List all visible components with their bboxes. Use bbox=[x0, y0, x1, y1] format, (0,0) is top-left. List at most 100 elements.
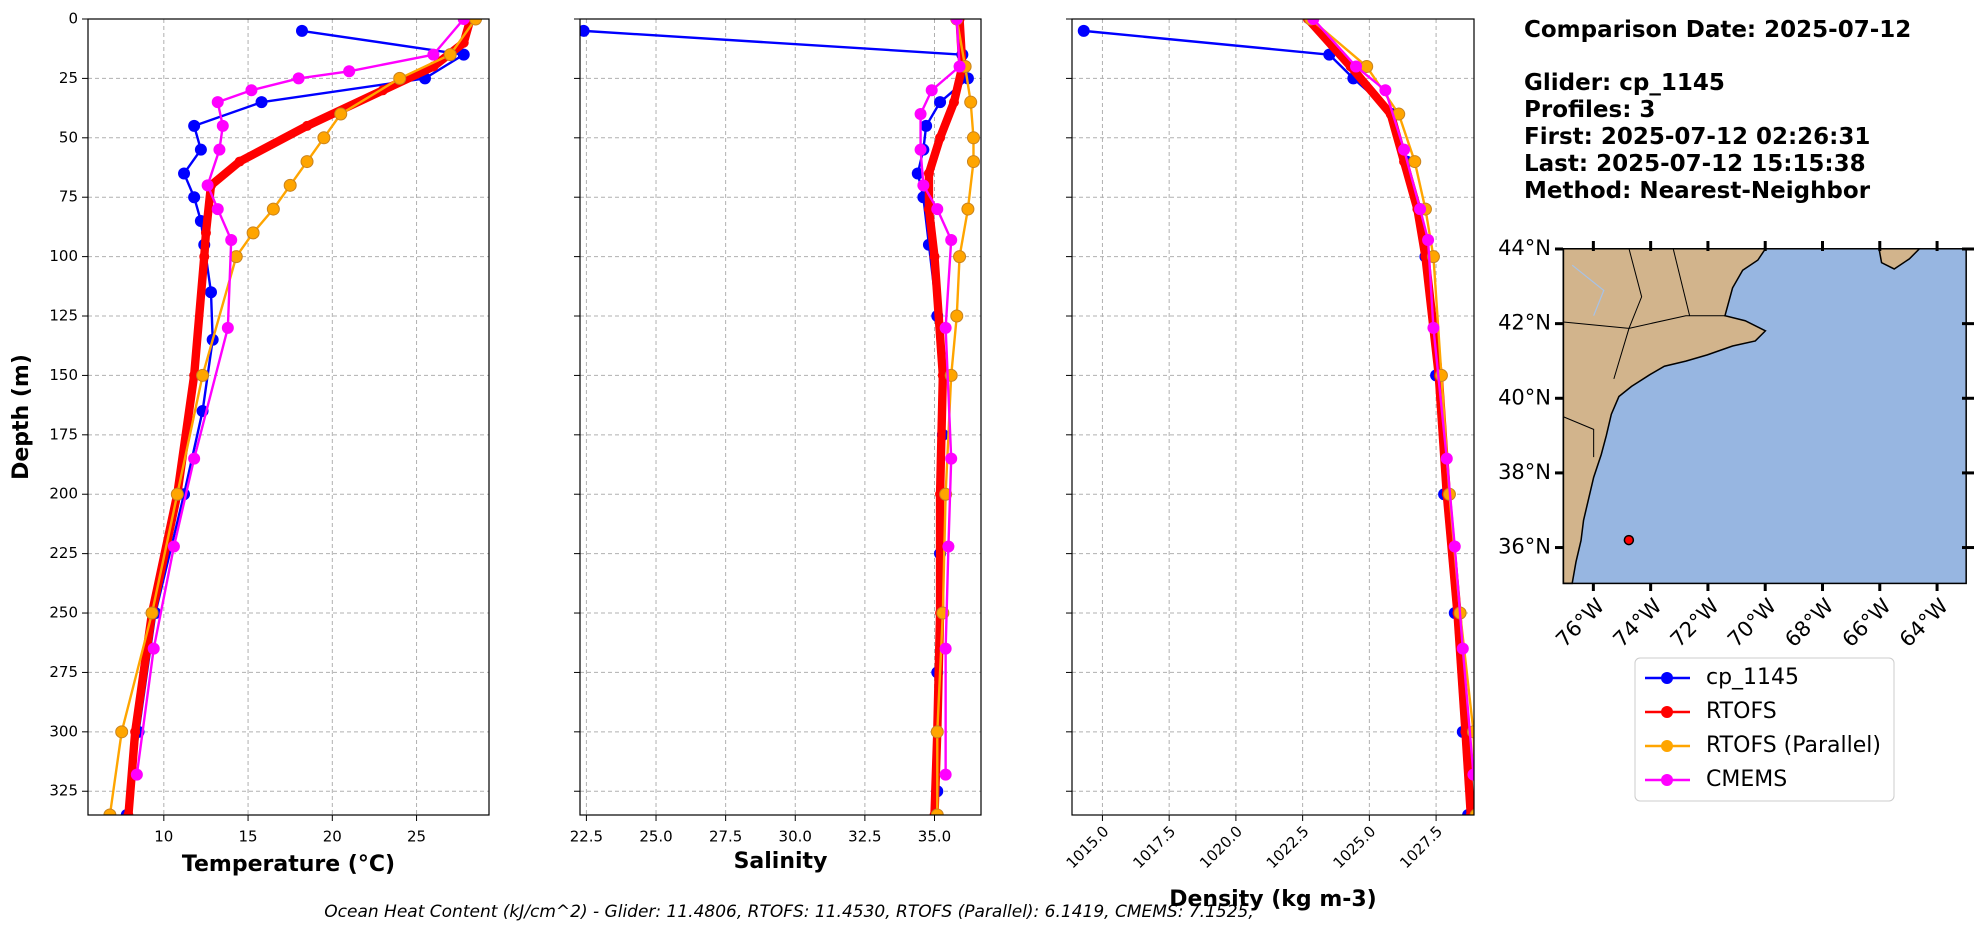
x-tick-label: 35.0 bbox=[918, 828, 951, 846]
profile-point bbox=[930, 725, 944, 739]
profile-point bbox=[167, 540, 180, 553]
plot-area bbox=[1077, 19, 1474, 815]
info-line: Glider: cp_1145 bbox=[1524, 70, 1725, 96]
x-tick-label: 1022.5 bbox=[1263, 822, 1313, 872]
map-land bbox=[1562, 248, 1967, 585]
legend-marker bbox=[1661, 774, 1673, 786]
profile-point bbox=[920, 119, 933, 132]
x-tick-label: 1027.5 bbox=[1396, 822, 1446, 872]
profile-point bbox=[170, 487, 184, 501]
profile-point bbox=[953, 250, 967, 264]
info-line: Profiles: 3 bbox=[1524, 97, 1655, 123]
x-tick-label: 1025.0 bbox=[1330, 822, 1380, 872]
plot-area bbox=[580, 19, 980, 815]
profile-point bbox=[211, 203, 224, 216]
state-border bbox=[1563, 416, 1595, 458]
state-border bbox=[1563, 315, 1725, 329]
profile-point bbox=[1414, 203, 1427, 216]
profile-line bbox=[108, 19, 477, 815]
y-tick-label: 25 bbox=[59, 69, 78, 87]
profile-point bbox=[201, 179, 214, 192]
plot-area bbox=[103, 19, 483, 815]
profile-point bbox=[147, 642, 160, 655]
y-tick-label: 275 bbox=[49, 663, 78, 681]
profile-point bbox=[343, 65, 356, 78]
info-line: Last: 2025-07-12 15:15:38 bbox=[1524, 151, 1866, 177]
profile-point bbox=[914, 143, 927, 156]
y-tick-label: 325 bbox=[49, 782, 78, 800]
profile-point bbox=[145, 606, 159, 620]
info-line: First: 2025-07-12 02:26:31 bbox=[1524, 124, 1870, 150]
profile-point bbox=[123, 810, 134, 815]
profile-point bbox=[188, 119, 201, 132]
x-tick-label: 30.0 bbox=[779, 828, 812, 846]
lon-label: 68°W bbox=[1780, 594, 1838, 652]
river bbox=[1571, 264, 1605, 316]
profile-point bbox=[115, 725, 129, 739]
profile-point bbox=[196, 368, 210, 382]
lon-label: 64°W bbox=[1895, 594, 1953, 652]
footer: Ocean Heat Content (kJ/cm^2) - Glider: 1… bbox=[324, 902, 1253, 922]
y-tick-label: 300 bbox=[49, 722, 78, 740]
profile-point bbox=[225, 233, 238, 246]
y-tick-label: 100 bbox=[49, 247, 78, 265]
profile-point bbox=[1469, 808, 1474, 815]
lon-label: 70°W bbox=[1723, 594, 1781, 652]
profile-point bbox=[216, 119, 229, 132]
profile-point bbox=[255, 96, 268, 109]
profile-point bbox=[964, 95, 978, 109]
profile-point bbox=[457, 19, 470, 25]
profile-point bbox=[1077, 24, 1090, 37]
profile-point bbox=[961, 202, 975, 216]
profile-point bbox=[300, 155, 314, 169]
profile-point bbox=[178, 167, 191, 180]
profile-point bbox=[469, 19, 483, 26]
profile-point bbox=[283, 178, 297, 192]
legend-label: RTOFS (Parallel) bbox=[1706, 733, 1881, 758]
profile-line bbox=[125, 29, 465, 815]
profile-point bbox=[1379, 84, 1392, 97]
profile-point bbox=[950, 19, 963, 25]
profile-point bbox=[950, 309, 964, 323]
x-axis-label: Salinity bbox=[734, 849, 828, 874]
profile-point bbox=[917, 179, 930, 192]
lon-label: 72°W bbox=[1666, 594, 1724, 652]
profile-point bbox=[966, 131, 980, 145]
profile-point bbox=[923, 168, 934, 179]
profile-point bbox=[221, 321, 234, 334]
profile-point bbox=[930, 808, 944, 815]
profile-line bbox=[924, 19, 967, 815]
profile-point bbox=[130, 768, 143, 781]
profile-point bbox=[266, 202, 280, 216]
y-tick-label: 250 bbox=[49, 604, 78, 622]
x-tick-label: 1015.0 bbox=[1063, 822, 1113, 872]
profile-point bbox=[393, 71, 407, 85]
profile-point bbox=[1440, 452, 1453, 465]
profile-point bbox=[931, 203, 944, 216]
profile-point bbox=[1350, 60, 1363, 73]
y-tick-label: 175 bbox=[49, 425, 78, 443]
profile-point bbox=[580, 24, 590, 37]
lat-label: 38°N bbox=[1498, 460, 1551, 484]
axes-frame bbox=[579, 18, 982, 816]
profile-point bbox=[939, 487, 953, 501]
profile-point bbox=[211, 96, 224, 109]
profile-point bbox=[934, 96, 947, 109]
profile-line bbox=[1304, 19, 1474, 815]
profile-point bbox=[929, 251, 940, 262]
profile-point bbox=[317, 131, 331, 145]
y-tick-label: 75 bbox=[59, 188, 78, 206]
axes-frame bbox=[1071, 18, 1475, 816]
profile-point bbox=[1427, 321, 1440, 334]
profile-point bbox=[234, 156, 245, 167]
profile-point bbox=[245, 84, 258, 97]
x-tick-label: 20 bbox=[323, 828, 342, 846]
profile-line bbox=[135, 19, 465, 775]
x-tick-label: 25.0 bbox=[639, 828, 672, 846]
profile-point bbox=[942, 540, 955, 553]
lat-label: 44°N bbox=[1498, 236, 1551, 260]
y-tick-label: 0 bbox=[68, 10, 78, 28]
x-tick-label: 32.5 bbox=[848, 828, 881, 846]
glider-location bbox=[1623, 534, 1635, 546]
